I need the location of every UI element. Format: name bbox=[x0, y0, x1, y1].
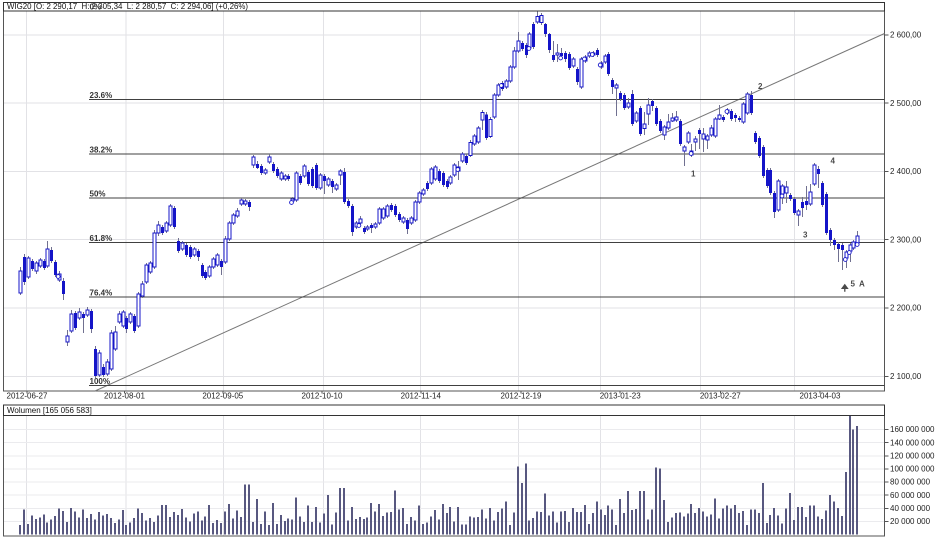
svg-text:20 000 000: 20 000 000 bbox=[890, 517, 931, 526]
svg-text:2 200,00: 2 200,00 bbox=[890, 304, 922, 313]
svg-text:A: A bbox=[859, 280, 865, 289]
svg-text:2012-08-01: 2012-08-01 bbox=[104, 392, 145, 401]
svg-text:140 000 000: 140 000 000 bbox=[890, 438, 935, 447]
svg-text:0%: 0% bbox=[90, 3, 102, 12]
svg-text:2013-04-03: 2013-04-03 bbox=[800, 392, 841, 401]
svg-text:2012-06-27: 2012-06-27 bbox=[7, 392, 48, 401]
svg-text:40 000 000: 40 000 000 bbox=[890, 504, 931, 513]
svg-text:2012-11-14: 2012-11-14 bbox=[401, 392, 442, 401]
svg-text:23.6%: 23.6% bbox=[90, 91, 113, 100]
svg-text:WIG20 [O: 2 290,17 H: 2 305,3: WIG20 [O: 2 290,17 H: 2 305,34 L: 2 280,… bbox=[7, 2, 248, 11]
svg-text:3: 3 bbox=[803, 231, 808, 240]
svg-text:2 400,00: 2 400,00 bbox=[890, 167, 922, 176]
svg-text:5: 5 bbox=[851, 280, 856, 289]
svg-text:2 100,00: 2 100,00 bbox=[890, 372, 922, 381]
svg-text:4: 4 bbox=[831, 157, 836, 166]
svg-text:2: 2 bbox=[758, 82, 763, 91]
svg-text:60 000 000: 60 000 000 bbox=[890, 491, 931, 500]
svg-text:Wolumen [165 056 583]: Wolumen [165 056 583] bbox=[7, 406, 92, 415]
svg-text:61.8%: 61.8% bbox=[90, 234, 113, 243]
svg-text:76.4%: 76.4% bbox=[90, 289, 113, 298]
svg-text:2 600,00: 2 600,00 bbox=[890, 31, 922, 40]
svg-text:80 000 000: 80 000 000 bbox=[890, 478, 931, 487]
svg-text:38.2%: 38.2% bbox=[90, 146, 113, 155]
svg-text:50%: 50% bbox=[90, 190, 106, 199]
svg-text:2012-12-19: 2012-12-19 bbox=[501, 392, 542, 401]
svg-text:120 000 000: 120 000 000 bbox=[890, 452, 935, 461]
svg-text:2013-01-23: 2013-01-23 bbox=[600, 392, 641, 401]
svg-text:2 300,00: 2 300,00 bbox=[890, 235, 922, 244]
svg-text:100%: 100% bbox=[90, 377, 110, 386]
svg-text:2012-09-05: 2012-09-05 bbox=[202, 392, 243, 401]
svg-text:100 000 000: 100 000 000 bbox=[890, 465, 935, 474]
svg-text:160 000 000: 160 000 000 bbox=[890, 425, 935, 434]
svg-text:2 500,00: 2 500,00 bbox=[890, 99, 922, 108]
svg-text:2012-10-10: 2012-10-10 bbox=[302, 392, 343, 401]
svg-text:2013-02-27: 2013-02-27 bbox=[700, 392, 741, 401]
svg-text:1: 1 bbox=[691, 170, 696, 179]
